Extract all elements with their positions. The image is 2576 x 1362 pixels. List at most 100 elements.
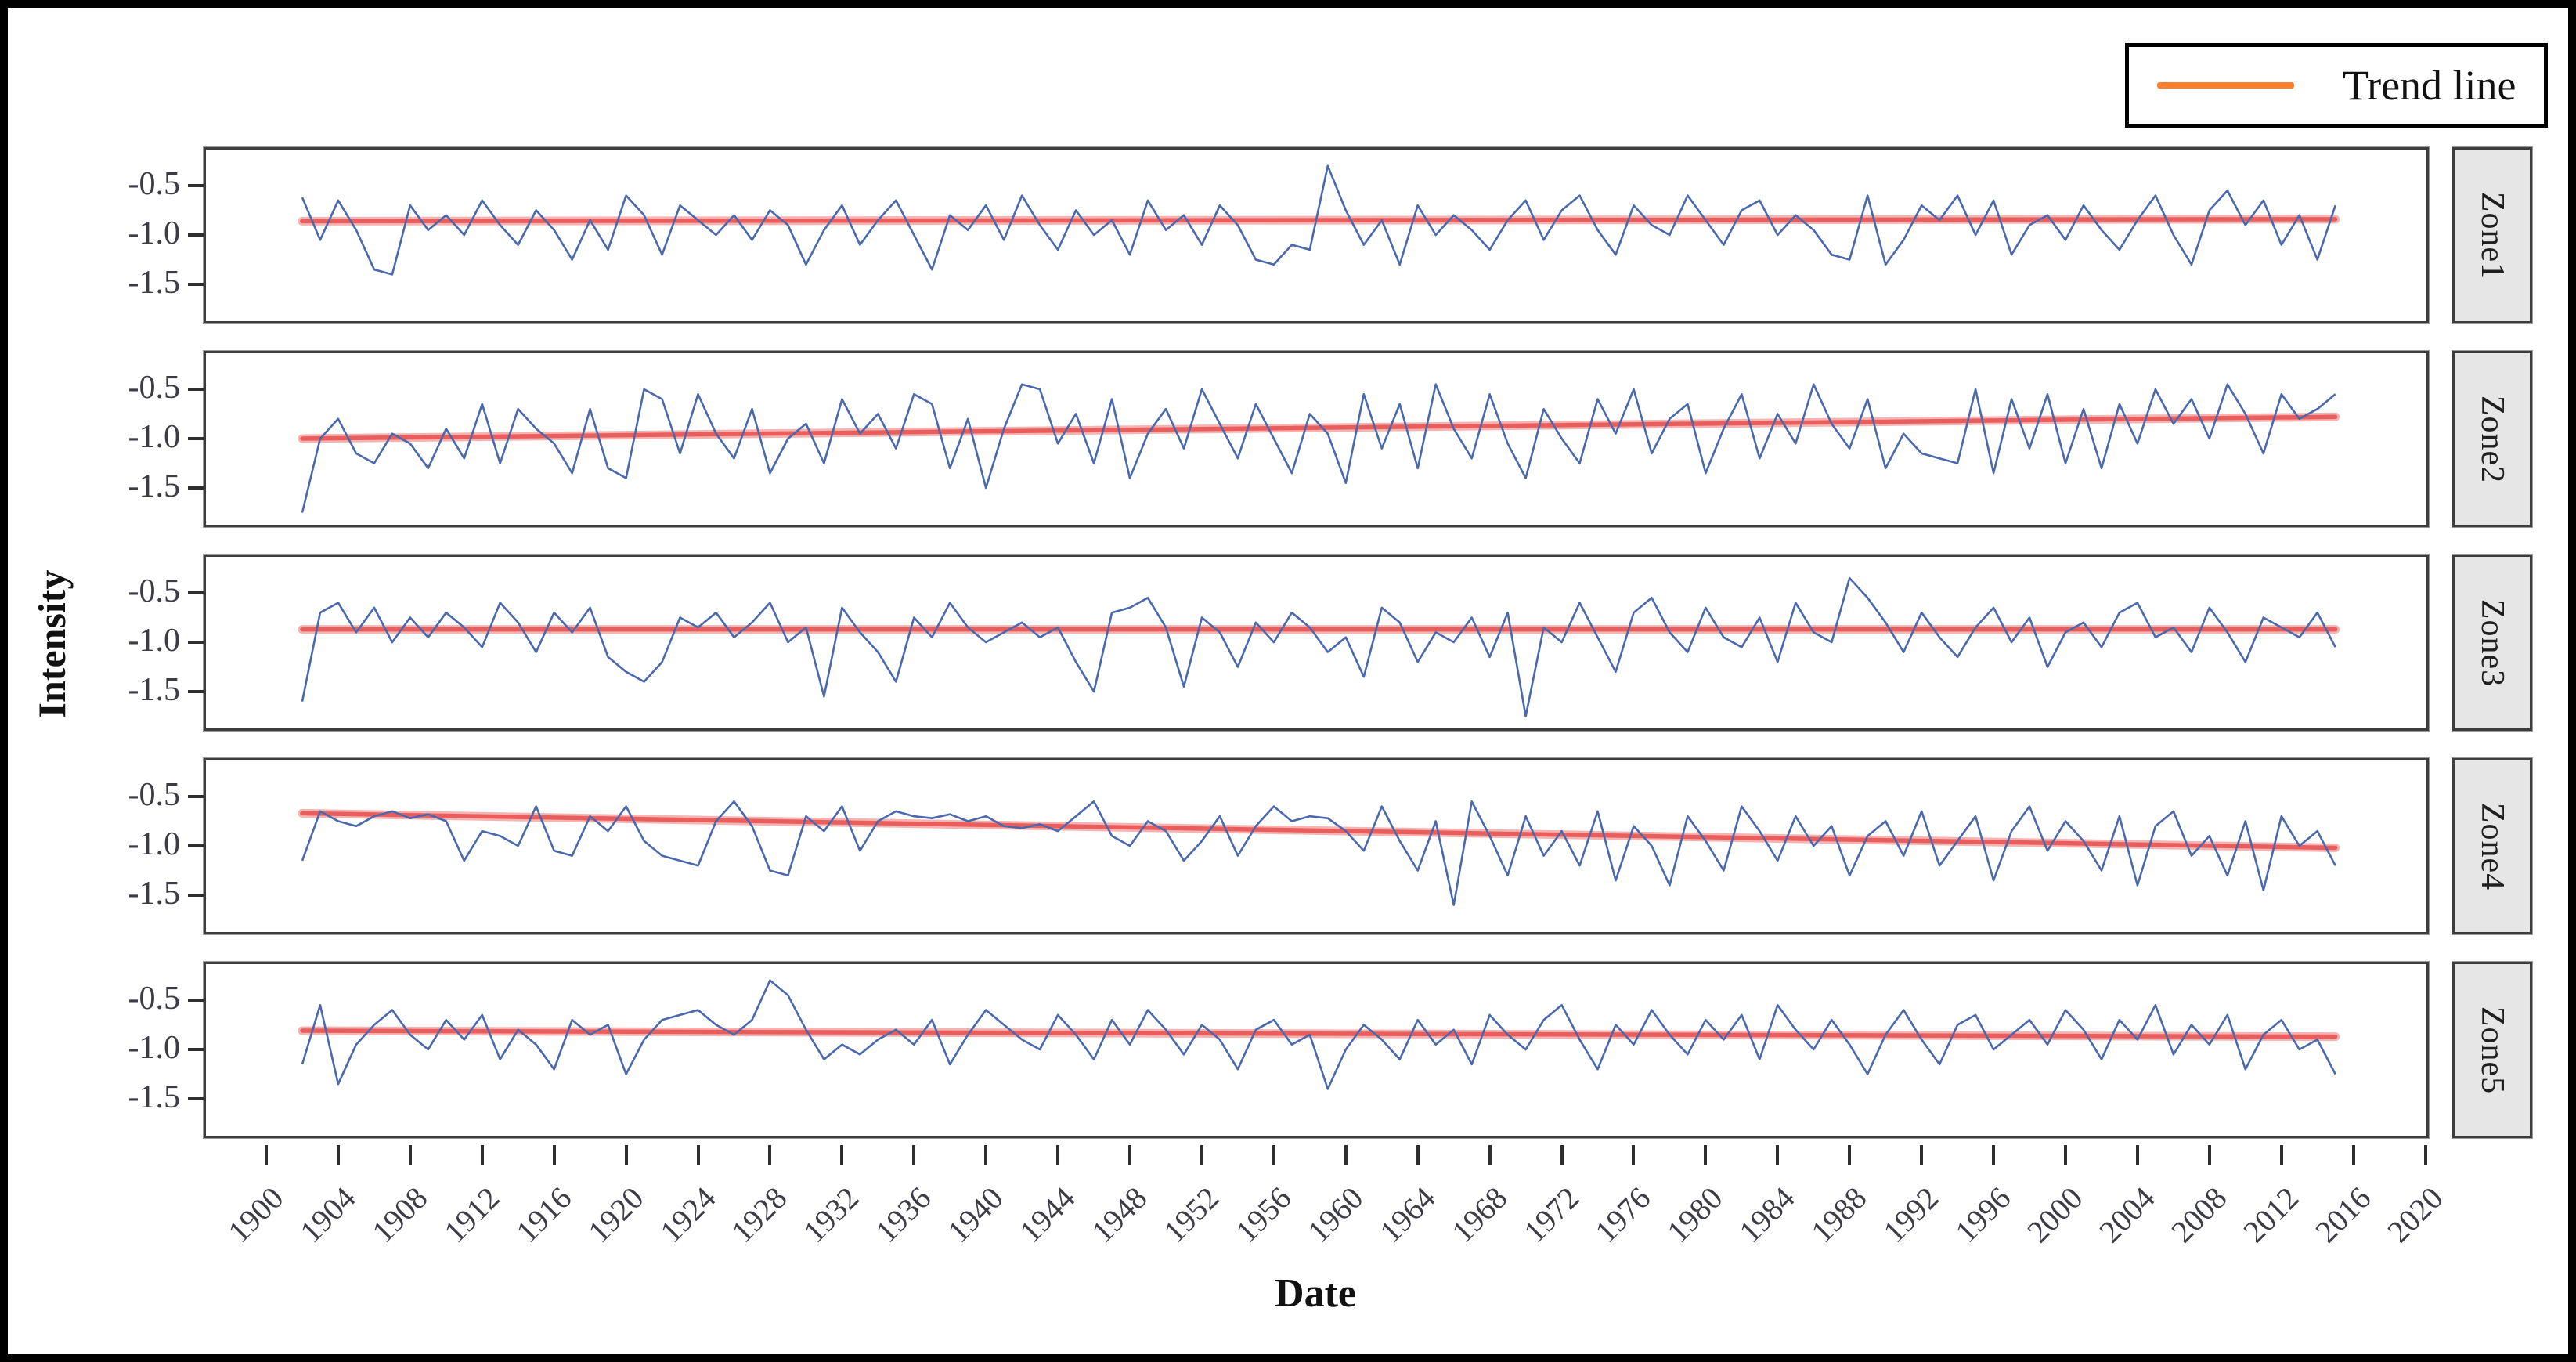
facet-strip-label: Zone5: [2474, 1006, 2511, 1094]
x-tick-label: 1916: [508, 1180, 579, 1250]
x-tick-label: 1920: [580, 1180, 651, 1250]
x-tick-mark: [1416, 1145, 1420, 1165]
y-tick-mark: [188, 999, 204, 1002]
x-tick-mark: [768, 1145, 772, 1165]
facet-plot-zone1: [298, 164, 2340, 276]
x-tick-label: 1980: [1660, 1180, 1730, 1250]
x-tick-mark: [1128, 1145, 1132, 1165]
y-tick-mark: [188, 591, 204, 594]
facet-strip-zone4: Zone4: [2452, 758, 2532, 934]
facet-strip-zone5: Zone5: [2452, 962, 2532, 1138]
trend-line: [300, 811, 2338, 851]
y-tick-mark: [188, 388, 204, 391]
x-tick-mark: [1848, 1145, 1852, 1165]
x-tick-mark: [1200, 1145, 1203, 1165]
trend-line: [300, 217, 2338, 224]
facet-plot-zone5: [298, 979, 2340, 1090]
x-tick-mark: [696, 1145, 700, 1165]
facet-panel-zone3: [204, 555, 2429, 731]
x-tick-label: 1972: [1516, 1180, 1586, 1250]
y-tick-mark: [188, 1097, 204, 1100]
y-tick-label: -0.5: [128, 981, 181, 1017]
intensity-series-line: [301, 800, 2336, 906]
x-tick-label: 1936: [868, 1180, 938, 1250]
trend-line: [300, 414, 2338, 441]
y-tick-mark: [188, 795, 204, 798]
y-tick-label: -1.5: [128, 672, 181, 708]
x-tick-label: 2004: [2092, 1180, 2162, 1250]
x-tick-label: 1924: [652, 1180, 723, 1250]
x-tick-mark: [408, 1145, 412, 1165]
x-tick-mark: [840, 1145, 844, 1165]
intensity-series-line: [301, 576, 2336, 717]
x-tick-mark: [1056, 1145, 1060, 1165]
x-tick-mark: [1992, 1145, 1996, 1165]
y-tick-label: -1.5: [128, 265, 181, 301]
y-tick-mark: [188, 486, 204, 490]
x-tick-label: 1908: [364, 1180, 435, 1250]
y-tick-label: -1.5: [128, 1079, 181, 1115]
x-tick-label: 2008: [2163, 1180, 2234, 1250]
facet-strip-zone2: Zone2: [2452, 351, 2532, 527]
intensity-series-line: [301, 383, 2336, 513]
x-tick-mark: [984, 1145, 988, 1165]
facet-strip-label: Zone1: [2474, 191, 2511, 280]
x-tick-mark: [2423, 1145, 2427, 1165]
x-tick-label: 1984: [1732, 1180, 1802, 1250]
x-tick-label: 1944: [1012, 1180, 1082, 1250]
y-tick-mark: [188, 437, 204, 440]
x-tick-label: 2000: [2020, 1180, 2090, 1250]
y-tick-label: -0.5: [128, 777, 181, 813]
x-tick-label: 1956: [1228, 1180, 1298, 1250]
facet-strip-zone1: Zone1: [2452, 147, 2532, 323]
facet-strip-label: Zone4: [2474, 802, 2511, 891]
facet-panel-zone1: [204, 147, 2429, 323]
y-tick-label: -0.5: [128, 166, 181, 202]
facet-panel-zone2: [204, 351, 2429, 527]
y-tick-label: -1.0: [128, 623, 181, 659]
facet-plot-zone4: [298, 800, 2340, 906]
x-tick-mark: [1776, 1145, 1780, 1165]
x-tick-mark: [1632, 1145, 1636, 1165]
y-tick-mark: [188, 690, 204, 693]
x-tick-mark: [2207, 1145, 2211, 1165]
x-tick-label: 1964: [1372, 1180, 1442, 1250]
x-tick-label: 1992: [1876, 1180, 1946, 1250]
x-tick-mark: [1560, 1145, 1564, 1165]
x-tick-mark: [265, 1145, 268, 1165]
x-tick-mark: [2135, 1145, 2139, 1165]
y-tick-mark: [188, 641, 204, 644]
y-tick-label: -1.0: [128, 826, 181, 862]
x-tick-label: 1988: [1804, 1180, 1874, 1250]
x-tick-mark: [1272, 1145, 1275, 1165]
y-tick-label: -1.0: [128, 419, 181, 455]
x-tick-label: 1912: [436, 1180, 507, 1250]
x-tick-label: 1932: [796, 1180, 866, 1250]
facet-plot-zone2: [298, 383, 2340, 513]
x-tick-mark: [1920, 1145, 1924, 1165]
x-tick-mark: [2279, 1145, 2283, 1165]
facet-plot-zone3: [298, 576, 2340, 717]
intensity-series-line: [301, 979, 2336, 1090]
x-tick-label: 1996: [1948, 1180, 2018, 1250]
x-tick-mark: [336, 1145, 340, 1165]
x-tick-mark: [2351, 1145, 2355, 1165]
x-tick-label: 1904: [293, 1180, 363, 1250]
facet-strip-label: Zone2: [2474, 395, 2511, 483]
y-tick-mark: [188, 1048, 204, 1051]
x-tick-label: 1976: [1588, 1180, 1658, 1250]
x-tick-label: 1968: [1444, 1180, 1514, 1250]
x-axis-title: Date: [1275, 1271, 1356, 1316]
y-tick-label: -1.0: [128, 1030, 181, 1066]
intensity-series-line: [301, 164, 2336, 276]
y-tick-mark: [188, 233, 204, 237]
x-tick-label: 2020: [2379, 1180, 2450, 1250]
x-tick-mark: [1704, 1145, 1708, 1165]
legend-box: Trend line: [2125, 43, 2548, 128]
x-tick-label: 1928: [724, 1180, 794, 1250]
x-tick-label: 2012: [2235, 1180, 2306, 1250]
y-tick-mark: [188, 894, 204, 897]
x-tick-label: 1960: [1300, 1180, 1370, 1250]
x-tick-label: 1900: [221, 1180, 290, 1250]
